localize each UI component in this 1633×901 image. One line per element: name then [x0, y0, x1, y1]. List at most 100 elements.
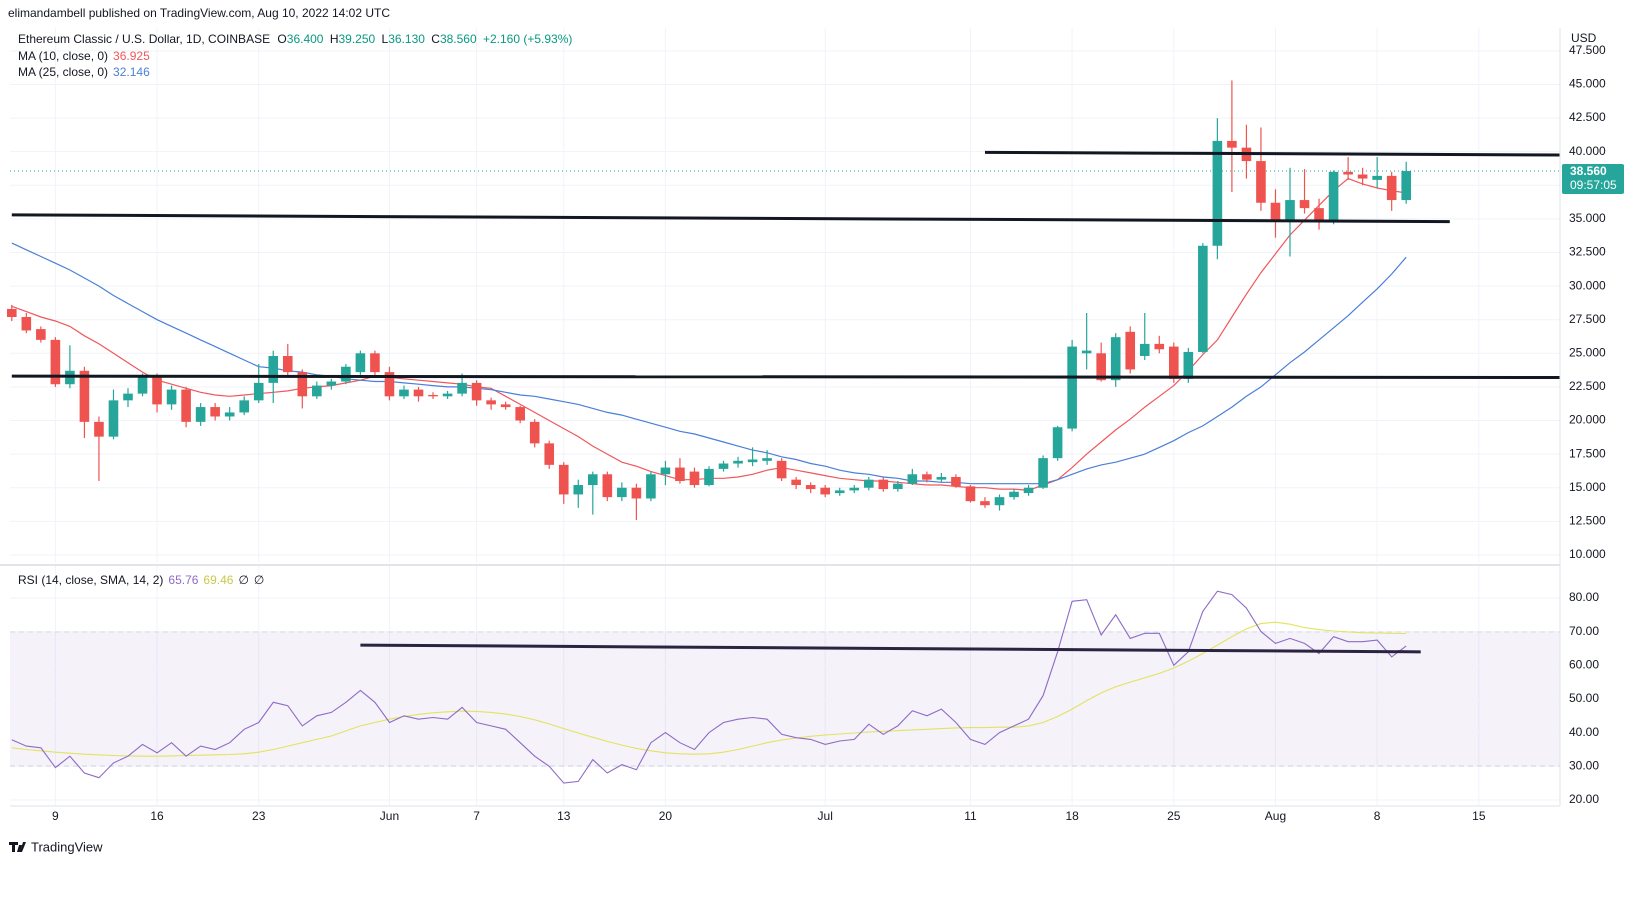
ohlc-key: O	[277, 32, 286, 46]
na-label: ∅	[254, 573, 264, 587]
y-tick-label: 20.000	[1569, 413, 1606, 427]
candle-body	[573, 485, 584, 495]
candle-body	[980, 501, 990, 506]
candle-body	[1386, 175, 1397, 201]
candle-body	[878, 479, 889, 490]
countdown: 09:57:05	[1570, 178, 1617, 192]
tv-logo	[9, 842, 26, 852]
x-tick-label: 25	[1167, 809, 1181, 823]
change: +2.160 (+5.93%)	[483, 32, 572, 46]
candle-body	[399, 389, 409, 397]
x-tick-label: 7	[473, 809, 480, 823]
candle-body	[588, 474, 598, 486]
candle-body	[355, 353, 366, 373]
legend-ma10: MA (10, close, 0) 36.925	[18, 49, 150, 63]
candle-body	[660, 467, 671, 475]
candle-body	[1328, 171, 1339, 221]
rsi-title: RSI (14, close, SMA, 14, 2)	[18, 573, 163, 587]
candle-body	[1314, 208, 1324, 221]
candle-body	[326, 381, 337, 386]
x-tick-label: 9	[52, 809, 59, 823]
candle-body	[907, 474, 918, 484]
y-tick-label: 40.000	[1569, 144, 1606, 158]
candle-body	[1256, 161, 1266, 203]
x-tick-label: 8	[1374, 809, 1381, 823]
y-tick-label: 70.00	[1569, 624, 1599, 638]
y-tick-label: 22.500	[1569, 379, 1606, 393]
candle-body	[500, 404, 511, 408]
candle-body	[1125, 331, 1136, 370]
x-tick-label: 16	[150, 809, 164, 823]
candle-body	[922, 474, 932, 480]
trend-line	[11, 374, 1561, 379]
candle-body	[558, 464, 569, 495]
price-tag-label: 38.560	[1570, 164, 1607, 178]
candle-body	[253, 382, 264, 401]
candle-body	[820, 487, 830, 495]
candle-body	[689, 471, 700, 486]
candle-body	[239, 400, 249, 413]
y-tick-label: 45.000	[1569, 77, 1606, 91]
candle-body	[1169, 346, 1179, 379]
x-tick-label: 11	[964, 809, 977, 823]
x-tick-label: 18	[1065, 809, 1079, 823]
candle-body	[1198, 245, 1208, 352]
legend-main: Ethereum Classic / U.S. Dollar, 1D, COIN…	[18, 32, 572, 46]
candle-body	[791, 479, 801, 486]
candle-body	[268, 355, 279, 383]
candle-body	[617, 487, 627, 498]
candle-body	[951, 476, 961, 487]
logo-mark	[9, 842, 26, 852]
x-tick-label: Jul	[818, 809, 833, 823]
ohlc-value: 38.560	[440, 32, 477, 46]
candle-body	[1139, 343, 1150, 356]
candle-body	[646, 474, 656, 499]
y-tick-label: 12.500	[1569, 514, 1606, 528]
ma-line	[11, 242, 1407, 485]
ohlc-value: 36.130	[388, 32, 425, 46]
trend-line	[360, 643, 1421, 654]
candle-body	[224, 412, 235, 417]
rsi-line	[11, 590, 1407, 784]
candle-body	[1372, 175, 1382, 180]
candle-body	[471, 382, 482, 401]
candle-body	[210, 407, 220, 417]
trend-line	[984, 150, 1561, 157]
candle-body	[936, 476, 947, 480]
candle-body	[152, 377, 162, 405]
legend-ma25: MA (25, close, 0) 32.146	[18, 65, 150, 79]
ma-name: MA (10, close, 0)	[18, 49, 108, 63]
x-tick-label: 13	[557, 809, 571, 823]
candle-body	[312, 385, 322, 397]
rsi-line	[11, 621, 1407, 757]
candle-body	[893, 483, 903, 490]
y-tick-label: 20.00	[1569, 792, 1599, 806]
candle-body	[1009, 491, 1019, 498]
candle-body	[1270, 202, 1281, 222]
ohlc-key: C	[431, 32, 440, 46]
candle-body	[413, 389, 424, 397]
sma-value: 69.46	[203, 573, 233, 587]
candle-body	[384, 372, 395, 397]
candle-body	[1299, 200, 1310, 209]
x-tick-label: Aug	[1265, 809, 1286, 823]
price-tag	[1562, 164, 1624, 195]
candle-body	[1067, 346, 1077, 429]
candle-body	[994, 497, 1005, 506]
y-tick-label: 40.00	[1569, 725, 1599, 739]
candle-body	[123, 393, 133, 401]
candle-body	[762, 458, 772, 461]
candle-body	[863, 479, 874, 488]
candle-body	[7, 308, 17, 318]
candle-body	[1110, 337, 1121, 381]
candle-body	[79, 370, 90, 422]
candle-body	[529, 421, 540, 444]
candle-body	[486, 400, 496, 405]
candle-body	[1038, 458, 1048, 488]
x-tick-label: 23	[252, 809, 266, 823]
y-tick-label: 15.000	[1569, 480, 1606, 494]
y-tick-label: 42.500	[1569, 110, 1606, 124]
y-tick-label: 80.00	[1569, 590, 1599, 604]
candle-body	[137, 377, 148, 394]
ma-value: 36.925	[113, 49, 150, 63]
